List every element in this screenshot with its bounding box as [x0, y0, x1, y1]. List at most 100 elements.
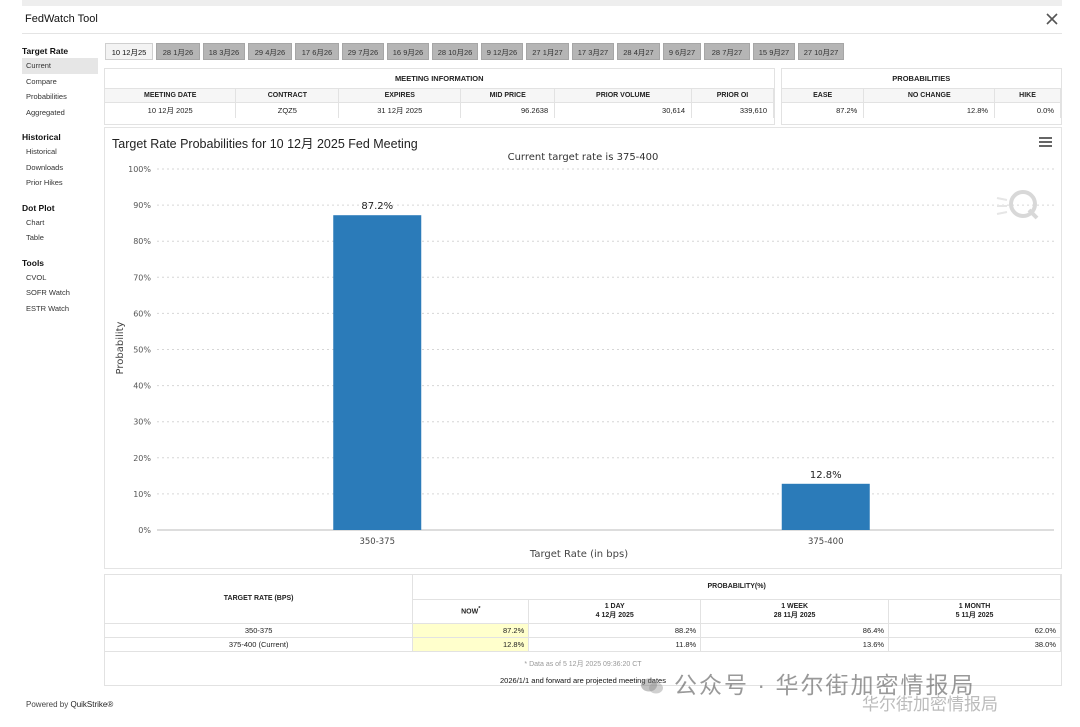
y-tick-label: 80% — [133, 237, 151, 246]
quikstrike-logo — [996, 190, 1039, 220]
y-tick-label: 50% — [133, 346, 151, 355]
tab-meeting-2[interactable]: 28 1月26 — [156, 43, 200, 60]
col-mid-price: MID PRICE — [460, 88, 556, 103]
week-cell: 13.6% — [700, 637, 890, 652]
col-expires: EXPIRES — [338, 88, 462, 103]
projected-dates-note: 2026/1/1 and forward are projected meeti… — [500, 676, 666, 685]
tab-meeting-1[interactable]: 10 12月25 — [105, 43, 153, 60]
col-no-change: NO CHANGE — [863, 88, 996, 103]
probabilities-title: PROBABILITIES — [782, 69, 1061, 89]
col-1-day: 1 DAY 4 12月 2025 — [528, 599, 702, 624]
y-tick-label: 20% — [133, 454, 151, 463]
chart-title: Target Rate Probabilities for 10 12月 202… — [112, 137, 418, 151]
data-label: 87.2% — [361, 201, 393, 212]
y-tick-label: 10% — [133, 490, 151, 499]
sidebar-nav: Target Rate Current Compare Probabilities Ag… — [22, 44, 98, 316]
rate-cell: 350-375 — [105, 623, 414, 638]
powered-by: Powered by QuikStrike® — [26, 700, 113, 709]
sidebar-item-estr-watch[interactable]: ESTR Watch — [26, 303, 70, 313]
col-ease: EASE — [782, 88, 865, 103]
expires-value: 31 12月 2025 — [338, 102, 462, 118]
tab-meeting-13[interactable]: 9 6月27 — [663, 43, 701, 60]
meeting-info-panel: MEETING INFORMATION MEETING DATE CONTRAC… — [104, 68, 775, 125]
col-contract: CONTRACT — [235, 88, 340, 103]
prior-oi-value: 339,610 — [691, 102, 774, 118]
powered-prefix: Powered by — [26, 700, 69, 709]
table-row: 350-375 87.2% 88.2% 86.4% 62.0% — [105, 623, 1061, 638]
tab-meeting-14[interactable]: 28 7月27 — [704, 43, 750, 60]
sidebar-item-cvol[interactable]: CVOL — [26, 272, 47, 282]
tab-meeting-16[interactable]: 27 10月27 — [798, 43, 844, 60]
col-prior-volume: PRIOR VOLUME — [554, 88, 692, 103]
tab-meeting-11[interactable]: 17 3月27 — [572, 43, 614, 60]
close-x-icon[interactable] — [1045, 12, 1059, 26]
bar-375-400[interactable] — [781, 483, 870, 530]
y-tick-label: 70% — [133, 273, 151, 282]
sidebar-heading: Tools — [22, 257, 45, 268]
tab-meeting-10[interactable]: 27 1月27 — [526, 43, 569, 60]
month-cell: 38.0% — [888, 637, 1061, 652]
sidebar-item-aggregated[interactable]: Aggregated — [26, 107, 65, 117]
rate-cell: 375-400 (Current) — [105, 637, 414, 652]
month-cell: 62.0% — [888, 623, 1061, 638]
app-title: FedWatch Tool — [25, 13, 98, 25]
sidebar-heading: Dot Plot — [22, 202, 55, 213]
table-row: 375-400 (Current) 12.8% 11.8% 13.6% 38.0… — [105, 637, 1061, 652]
data-label: 12.8% — [810, 470, 842, 481]
top-strip — [22, 0, 1062, 6]
target-rate-header: TARGET RATE (BPS) — [105, 575, 414, 624]
sidebar-item-chart[interactable]: Chart — [26, 217, 45, 227]
sidebar-item-prior-hikes[interactable]: Prior Hikes — [26, 178, 63, 187]
now-cell: 12.8% — [412, 637, 530, 652]
col-meeting-date: MEETING DATE — [105, 88, 237, 103]
probability-bar-chart: Current target rate is 375-400 0% 10% 20% 3… — [115, 152, 1054, 560]
probability-history-panel: TARGET RATE (BPS) PROBABILITY(%) NOW* 1 … — [104, 574, 1062, 686]
chart-panel: Target Rate Probabilities for 10 12月 202… — [104, 127, 1062, 569]
prior-volume-value: 30,614 — [554, 102, 692, 118]
week-cell: 86.4% — [700, 623, 890, 638]
meeting-info-title: MEETING INFORMATION — [105, 69, 774, 89]
tab-meeting-9[interactable]: 9 12月26 — [481, 43, 523, 60]
x-axis-label: Target Rate (in bps) — [529, 549, 628, 560]
data-timestamp-note: * Data as of 5 12月 2025 09:36:20 CT — [524, 661, 642, 668]
col-1-month: 1 MONTH 5 11月 2025 — [888, 599, 1061, 624]
tab-meeting-7[interactable]: 16 9月26 — [387, 43, 429, 60]
quikstrike-link[interactable]: QuikStrike® — [70, 700, 114, 709]
probability-header: PROBABILITY(%) — [412, 575, 1061, 600]
y-tick-label: 60% — [133, 309, 151, 318]
app-header: FedWatch Tool — [22, 6, 1062, 34]
meeting-date-value: 10 12月 2025 — [105, 102, 237, 118]
tab-meeting-3[interactable]: 18 3月26 — [203, 43, 245, 60]
watermark: 公众号 · 华尔街加密情报局 — [640, 666, 975, 700]
sidebar-item-table[interactable]: Table — [26, 233, 44, 242]
sidebar-item-downloads[interactable]: Downloads — [26, 162, 64, 172]
bar-350-375[interactable] — [333, 215, 422, 530]
x-tick-label: 375-400 — [808, 537, 844, 547]
watermark-text: 公众号 · 华尔街加密情报局 — [674, 672, 976, 698]
tab-meeting-12[interactable]: 28 4月27 — [617, 43, 660, 60]
tab-meeting-4[interactable]: 29 4月26 — [248, 43, 292, 60]
y-tick-label: 40% — [133, 382, 151, 391]
sidebar-item-probabilities[interactable]: Probabilities — [26, 92, 67, 101]
col-now: NOW* — [412, 599, 530, 624]
tab-meeting-15[interactable]: 15 9月27 — [753, 43, 795, 60]
sidebar-item-current[interactable]: Current — [22, 58, 98, 74]
contract-value: ZQZ5 — [235, 102, 340, 118]
sidebar-item-compare[interactable]: Compare — [26, 76, 57, 86]
tab-meeting-5[interactable]: 17 6月26 — [295, 43, 339, 60]
sidebar-item-historical[interactable]: Historical — [26, 147, 57, 156]
wechat-icon — [641, 678, 663, 694]
sidebar-heading: Historical — [22, 132, 61, 142]
no-change-value: 12.8% — [863, 102, 996, 118]
x-tick-label: 350-375 — [359, 537, 395, 547]
hamburger-menu-icon[interactable] — [1039, 137, 1052, 147]
sidebar-item-sofr-watch[interactable]: SOFR Watch — [26, 288, 70, 297]
tab-meeting-8[interactable]: 28 10月26 — [432, 43, 478, 60]
y-tick-label: 90% — [133, 201, 151, 210]
watermark-secondary: 华尔街加密情报局 — [862, 695, 998, 714]
ease-value: 87.2% — [782, 102, 865, 118]
y-tick-label: 0% — [138, 526, 151, 535]
mid-price-value: 96.2638 — [460, 102, 556, 118]
tab-meeting-6[interactable]: 29 7月26 — [342, 43, 384, 60]
col-1-week: 1 WEEK 28 11月 2025 — [700, 599, 890, 624]
